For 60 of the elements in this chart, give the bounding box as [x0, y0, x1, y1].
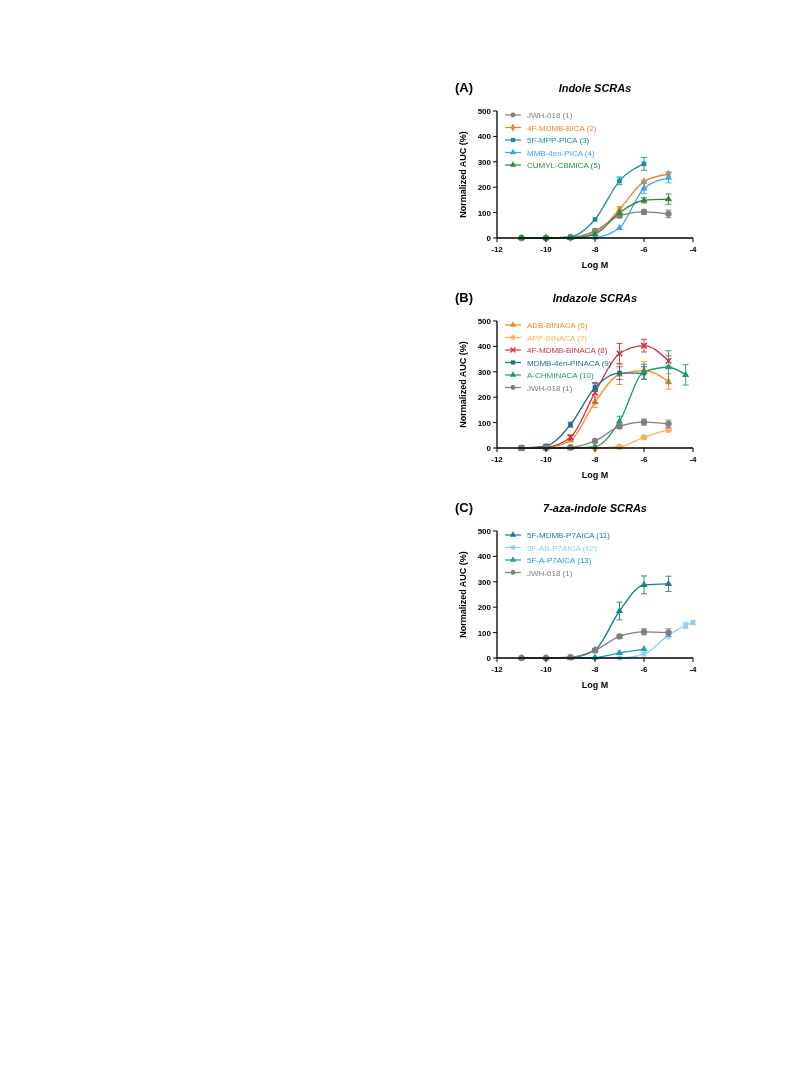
y-tick-label: 400 — [477, 552, 492, 562]
x-tick-label: -8 — [591, 455, 600, 464]
legend-label: 5F-MDMB-P7AICA (11) — [527, 531, 611, 540]
x-tick-label: -10 — [540, 455, 553, 464]
chart-title: Indazole SCRAs — [552, 292, 638, 304]
y-axis-title: Normalized AUC (%) — [458, 341, 468, 428]
y-tick-label: 100 — [477, 208, 492, 218]
x-tick-label: -8 — [591, 665, 600, 674]
y-tick-label: 400 — [477, 342, 492, 352]
x-tick-label: -4 — [689, 245, 698, 254]
text: (C) — [455, 500, 474, 515]
y-tick-label: 100 — [477, 628, 492, 638]
x-tick-label: -12 — [491, 455, 504, 464]
y-tick-label: 0 — [486, 444, 492, 453]
x-tick-label: -6 — [640, 455, 649, 464]
y-tick-label: 100 — [477, 418, 492, 428]
y-tick-label: 200 — [477, 183, 492, 193]
legend-label: JWH-018 (1) — [527, 383, 573, 393]
legend-label: MMB-4en-PICA (4) — [527, 148, 595, 158]
y-tick-label: 200 — [477, 393, 492, 403]
x-tick-label: -6 — [640, 245, 649, 254]
x-tick-label: -4 — [689, 665, 698, 674]
legend-label: 4F-MDMB-BINACA (8) — [527, 346, 608, 355]
legend-label: 5F-A-P7AICA (13) — [527, 556, 592, 565]
y-tick-label: 400 — [477, 132, 492, 142]
y-axis-title: Normalized AUC (%) — [458, 551, 468, 638]
chart-title: 7-aza-indole SCRAs — [543, 502, 647, 514]
y-tick-label: 500 — [477, 317, 492, 326]
legend-label: CUMYL-CBMICA (5) — [527, 161, 601, 170]
chart-title: Indole SCRAs — [558, 82, 632, 94]
text: (A) — [455, 80, 474, 95]
legend-label: APP-BINACA (7) — [527, 333, 588, 343]
x-tick-label: -8 — [591, 245, 600, 254]
x-tick-label: -10 — [540, 665, 553, 674]
x-tick-label: -12 — [491, 245, 504, 254]
legend-label: MDMB-4en-PINACA (9) — [527, 358, 612, 368]
y-tick-label: 500 — [477, 527, 492, 536]
x-axis-title: Log M — [581, 470, 609, 480]
y-tick-label: 200 — [477, 603, 492, 613]
legend-label: 5F-MPP-PICA (3) — [527, 136, 590, 145]
legend-label: A-CHMINACA (10) — [527, 371, 595, 380]
x-tick-label: -12 — [491, 665, 504, 674]
text: (B) — [455, 290, 474, 305]
x-tick-label: -10 — [540, 245, 553, 254]
x-axis-title: Log M — [581, 680, 609, 690]
legend-label: 4F-MDMB-BICA (2) — [527, 123, 597, 133]
y-tick-label: 300 — [477, 367, 492, 377]
y-tick-label: 500 — [477, 107, 492, 116]
x-tick-label: -4 — [689, 455, 698, 464]
y-tick-label: 300 — [477, 157, 492, 167]
x-tick-label: -6 — [640, 665, 649, 674]
y-tick-label: 0 — [486, 234, 492, 243]
legend-label: JWH-018 (1) — [527, 568, 573, 578]
legend-label: JWH-018 (1) — [527, 111, 573, 120]
x-axis-title: Log M — [581, 260, 609, 270]
y-axis-title: Normalized AUC (%) — [458, 131, 468, 218]
legend-label: 5F-AB-P7AICA (12) — [527, 543, 598, 553]
legend-label: ADB-BINACA (6) — [527, 321, 588, 330]
y-tick-label: 300 — [477, 577, 492, 587]
y-tick-label: 0 — [486, 654, 492, 663]
